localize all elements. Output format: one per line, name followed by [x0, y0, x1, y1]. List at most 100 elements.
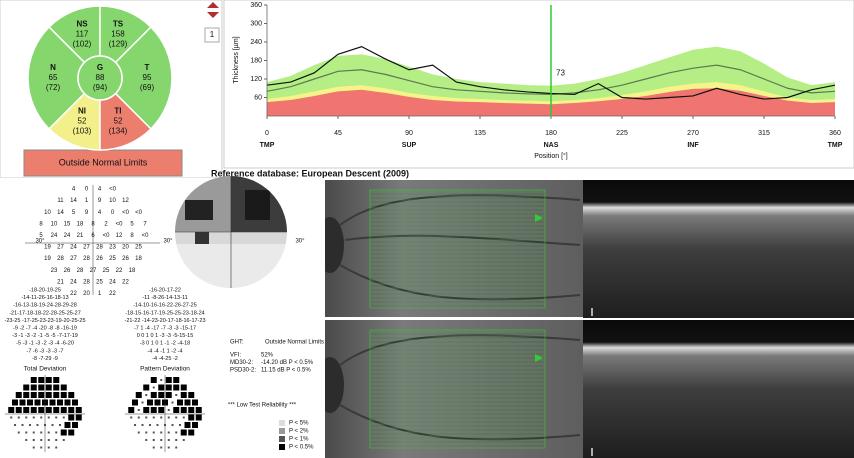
probability-symbol [32, 446, 35, 449]
deviation-row: -4 -4 -1 1 -2 -4 [147, 348, 182, 354]
x-tick-label: 360 [829, 130, 841, 137]
deviation-row: -7 1 -4 -17 -7 -3 -3 -15-17 [134, 325, 196, 331]
threshold-value: 24 [51, 233, 58, 239]
index-label: VFI: [230, 353, 241, 359]
deviation-row: -9 -2 -7 -4 -20 -8 -8 -16-19 [13, 325, 77, 331]
y-tick-label: 120 [250, 76, 262, 83]
y-tick-label: 360 [250, 2, 262, 9]
global-label: G [97, 63, 103, 72]
threshold-value: 27 [57, 245, 64, 251]
axis-30: 30° [35, 239, 45, 245]
probability-symbol [175, 446, 178, 449]
threshold-value: 26 [64, 268, 71, 274]
threshold-value: <0 [142, 233, 150, 239]
probability-symbol [167, 431, 170, 434]
probability-symbol [150, 407, 157, 413]
nav-arrows[interactable] [207, 2, 219, 18]
probability-symbol [12, 399, 18, 406]
x-tick-label: 135 [474, 130, 486, 137]
sector-global [77, 55, 123, 101]
probability-symbol [53, 392, 60, 398]
probability-symbol [55, 431, 58, 434]
probability-symbol [130, 416, 133, 419]
oct-scans [583, 180, 854, 458]
region-label: TMP [260, 142, 275, 149]
threshold-value: 5 [130, 221, 134, 227]
legend-label: P < 1% [289, 437, 309, 443]
sector-reference: (69) [140, 83, 155, 92]
probability-symbol [15, 407, 22, 413]
reliability: *** Low Test Reliability *** [228, 403, 297, 409]
probability-symbol [32, 416, 35, 419]
probability-symbol [17, 416, 20, 419]
threshold-value: 22 [116, 268, 123, 274]
probability-symbol [14, 424, 16, 426]
probability-symbol [68, 414, 75, 421]
deviation-row: -21-17-18-18-22-28-25-25-27 [9, 310, 81, 316]
probability-symbol [30, 392, 37, 398]
probability-symbol [38, 377, 45, 383]
classification-box [23, 149, 183, 177]
deviation-row: -7 -6 -3 -3 -3 -7 [27, 348, 64, 354]
legend-symbol [279, 436, 285, 442]
threshold-value: 21 [77, 233, 84, 239]
threshold-value: 9 [98, 198, 102, 204]
deviation-title: Pattern Deviation [140, 366, 190, 373]
probability-symbol [145, 394, 148, 396]
probability-symbol [158, 384, 165, 391]
deviation-row: -18-20-19-25 [29, 287, 61, 293]
threshold-value: 22 [122, 279, 129, 285]
threshold-value: 14 [57, 210, 64, 216]
sector-label: NI [78, 107, 86, 116]
deviation-row: -16-20-17-22 [149, 287, 181, 293]
page-box[interactable] [204, 27, 220, 43]
axis-30: 30° [295, 239, 305, 245]
probability-symbol [55, 446, 58, 449]
threshold-value: 1 [85, 198, 89, 204]
index-label: PSD30-2: [230, 368, 256, 374]
x-tick-label: 180 [545, 130, 557, 137]
probability-symbol [195, 414, 202, 421]
threshold-value: 10 [51, 221, 58, 227]
threshold-value: 24 [109, 279, 116, 285]
probability-symbol [188, 429, 195, 436]
sector-label: TS [113, 20, 124, 29]
threshold-value: 22 [109, 291, 116, 297]
threshold-value: 10 [109, 198, 116, 204]
probability-symbol [68, 429, 75, 436]
probability-symbol [75, 414, 82, 421]
probability-symbol [160, 379, 163, 381]
probability-symbol [47, 431, 50, 434]
probability-symbol [10, 416, 13, 419]
probability-symbol [45, 377, 52, 383]
sector-reference: (134) [109, 127, 128, 136]
probability-symbol [8, 407, 15, 413]
threshold-value: 25 [135, 245, 142, 251]
deviation-row: -23-25 -17-25-23-23-19-20-25-25 [4, 318, 85, 324]
threshold-value: 0 [111, 210, 115, 216]
threshold-value: 12 [116, 233, 123, 239]
probability-symbol [60, 384, 67, 391]
sector-label: NS [76, 20, 88, 29]
probability-symbol [141, 424, 144, 426]
probability-symbol [137, 409, 140, 411]
probability-symbol [141, 401, 144, 404]
y-tick-label: 240 [250, 39, 262, 46]
probability-symbol [165, 384, 172, 391]
threshold-value: 15 [64, 221, 71, 227]
probability-symbol [152, 446, 155, 449]
threshold-value: 18 [129, 268, 136, 274]
threshold-value: 28 [83, 279, 90, 285]
probability-symbol [25, 431, 28, 434]
threshold-value: 5 [72, 210, 76, 216]
x-tick-label: 45 [334, 130, 342, 137]
threshold-value: 28 [96, 245, 103, 251]
threshold-value: 25 [109, 256, 116, 262]
threshold-value: <0 [122, 210, 130, 216]
probability-symbol [60, 407, 67, 413]
arrows[interactable] [207, 2, 219, 18]
deviation-row: -8 -7-29 -9 [32, 356, 58, 362]
index-value: -14.20 dB P < 0.5% [261, 360, 314, 366]
probability-symbol [51, 424, 54, 426]
